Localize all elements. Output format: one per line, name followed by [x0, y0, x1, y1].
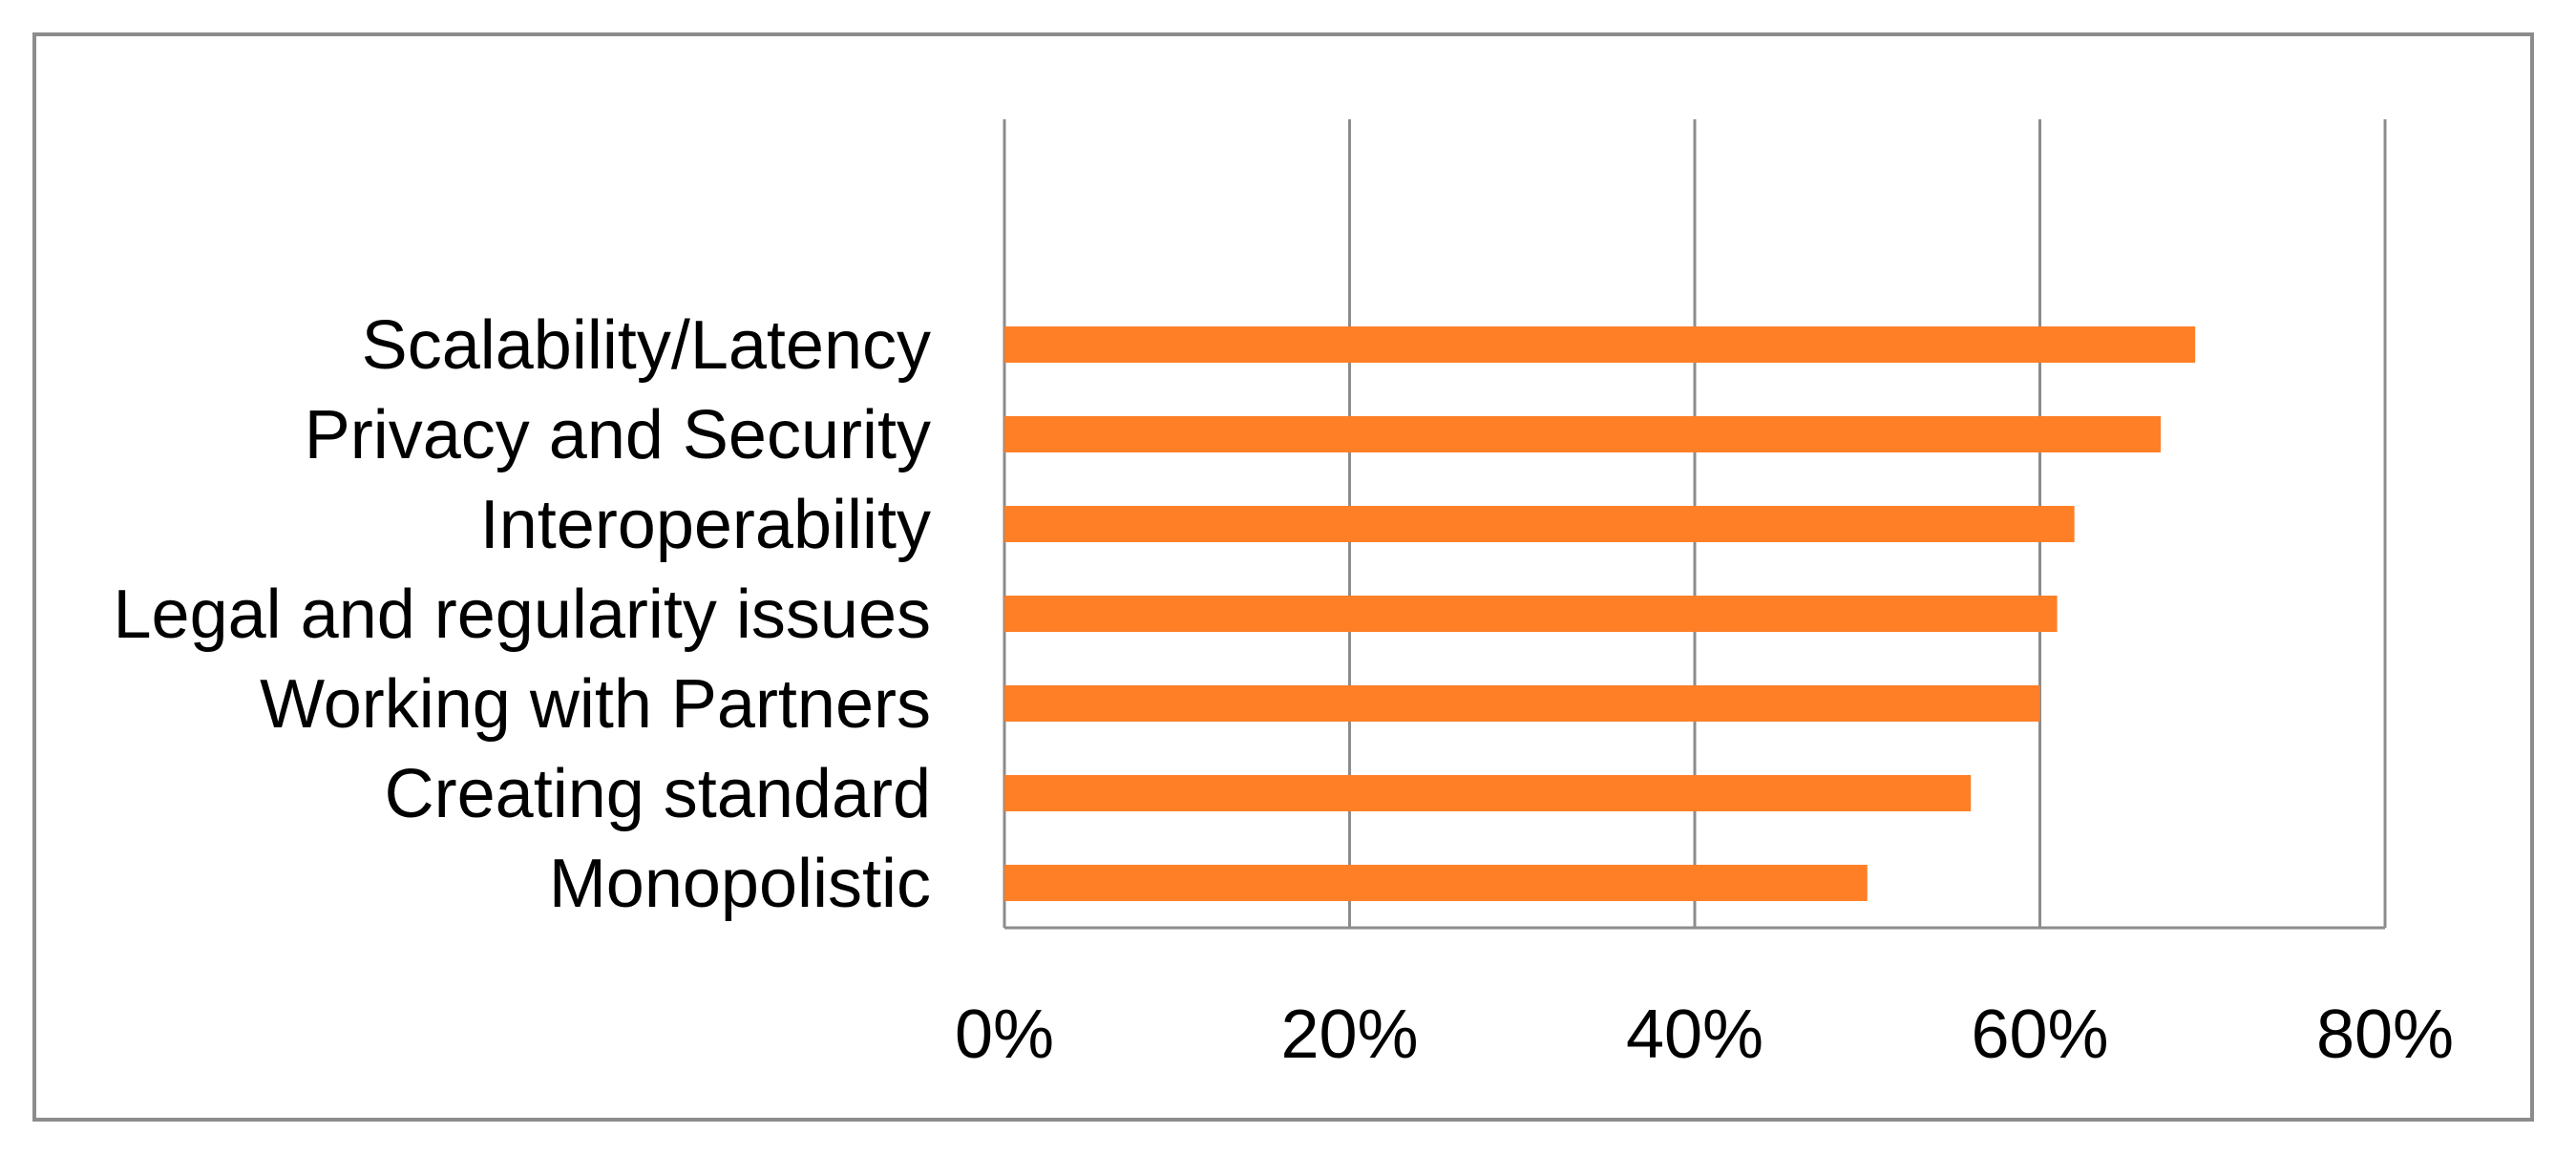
x-tick-label: 60% — [1971, 997, 2108, 1073]
bar — [1004, 865, 1868, 901]
category-label: Creating standard — [385, 756, 931, 832]
category-labels: Scalability/Latency Privacy and Security I… — [113, 307, 931, 922]
bar — [1004, 326, 2196, 363]
x-tick-label: 40% — [1626, 997, 1763, 1073]
category-label: Monopolistic — [549, 846, 931, 922]
x-tick-label: 80% — [2316, 997, 2454, 1073]
bar — [1004, 416, 2162, 452]
category-label: Privacy and Security — [305, 397, 931, 473]
bar — [1004, 775, 1972, 811]
category-label: Scalability/Latency — [362, 307, 931, 384]
bars — [1004, 326, 2196, 901]
x-tick-label: 20% — [1280, 997, 1418, 1073]
bar — [1004, 685, 2040, 722]
x-tick-label: 0% — [955, 997, 1054, 1073]
category-label: Interoperability — [480, 487, 931, 563]
chart-frame — [32, 32, 2534, 1122]
bar — [1004, 596, 2058, 632]
x-tick-labels: 0% 20% 40% 60% 80% — [955, 997, 2454, 1073]
category-label: Working with Partners — [260, 666, 931, 743]
bar — [1004, 506, 2075, 542]
category-label: Legal and regularity issues — [113, 577, 931, 653]
